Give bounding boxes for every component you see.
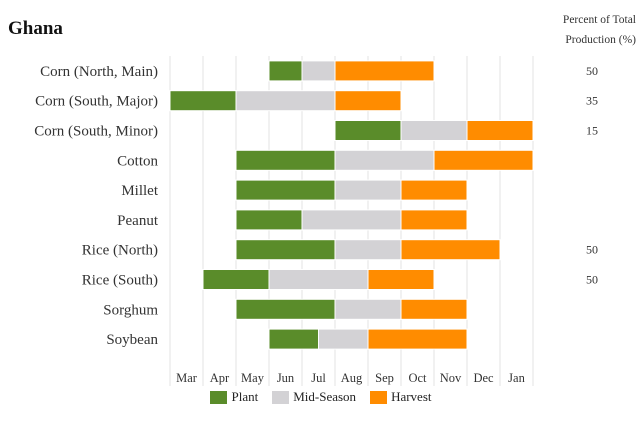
crop-label: Peanut <box>117 213 159 229</box>
legend-swatch-harvest <box>370 390 388 404</box>
bar-mid-season <box>235 90 336 112</box>
crop-label: Millet <box>121 183 158 199</box>
legend-label-plant: Plant <box>231 389 259 404</box>
legend-label-mid-season: Mid-Season <box>293 389 357 404</box>
bar-mid-season <box>400 120 468 141</box>
crop-label: Rice (South) <box>82 273 158 289</box>
legend-label-harvest: Harvest <box>391 389 432 404</box>
percent-label: 50 <box>586 273 598 287</box>
bar-plant <box>235 209 303 231</box>
bar-mid-season <box>318 328 369 350</box>
bar-mid-season <box>334 149 435 171</box>
percent-header: Percent of Total Production (%) <box>563 10 636 50</box>
x-tick-label: Nov <box>440 371 462 385</box>
bar-plant <box>235 239 336 261</box>
bar-harvest <box>400 239 501 261</box>
bar-harvest <box>466 120 534 141</box>
legend-item-mid-season: Mid-Season <box>272 389 356 405</box>
legend-swatch-plant <box>210 390 228 404</box>
legend-item-plant: Plant <box>210 389 258 405</box>
bar-mid-season <box>268 269 369 290</box>
percent-label: 50 <box>586 64 598 78</box>
bar-harvest <box>400 298 468 320</box>
bar-mid-season <box>334 179 402 201</box>
legend-swatch-mid-season <box>272 390 290 404</box>
bar-mid-season <box>334 239 402 261</box>
bar-harvest <box>400 179 468 201</box>
bar-plant <box>202 269 270 290</box>
bar-plant <box>235 149 336 171</box>
bar-plant <box>268 328 319 350</box>
bar-harvest <box>367 269 435 290</box>
bar-harvest <box>433 149 534 171</box>
chart-legend: Plant Mid-Season Harvest <box>0 389 642 405</box>
x-tick-label: Oct <box>408 371 427 385</box>
x-tick-label: Mar <box>176 371 198 385</box>
crop-label: Corn (North, Main) <box>40 64 158 80</box>
x-tick-label: Sep <box>375 371 394 385</box>
x-tick-label: Jul <box>311 371 326 385</box>
crop-label: Corn (South, Minor) <box>34 124 158 140</box>
percent-header-line-1: Percent of Total <box>562 14 636 26</box>
x-tick-label: Dec <box>473 371 494 385</box>
bar-harvest <box>400 209 468 231</box>
legend-item-harvest: Harvest <box>370 389 432 405</box>
x-tick-label: Apr <box>210 371 230 385</box>
bar-harvest <box>334 90 402 112</box>
bar-harvest <box>367 328 468 350</box>
x-tick-label: Jan <box>508 371 525 385</box>
crop-label: Corn (South, Major) <box>35 94 158 110</box>
percent-label: 35 <box>586 94 598 108</box>
x-tick-label: May <box>241 371 265 385</box>
percent-label: 15 <box>586 124 598 138</box>
percent-header-line-2: Production (%) <box>565 34 636 46</box>
bar-plant <box>169 90 237 112</box>
bar-mid-season <box>334 298 402 320</box>
bar-plant <box>235 179 336 201</box>
x-tick-label: Jun <box>277 371 295 385</box>
crop-label: Soybean <box>106 332 158 348</box>
crop-label: Rice (North) <box>82 243 158 259</box>
bar-harvest <box>334 60 435 82</box>
bar-mid-season <box>301 209 402 231</box>
x-tick-label: Aug <box>341 371 363 385</box>
chart-title: Ghana <box>8 18 63 39</box>
bar-plant <box>334 120 402 141</box>
crop-label: Cotton <box>117 153 158 169</box>
bar-plant <box>235 298 336 320</box>
percent-label: 50 <box>586 243 598 257</box>
crop-label: Sorghum <box>103 302 158 318</box>
bar-mid-season <box>301 60 336 82</box>
bar-plant <box>268 60 303 82</box>
